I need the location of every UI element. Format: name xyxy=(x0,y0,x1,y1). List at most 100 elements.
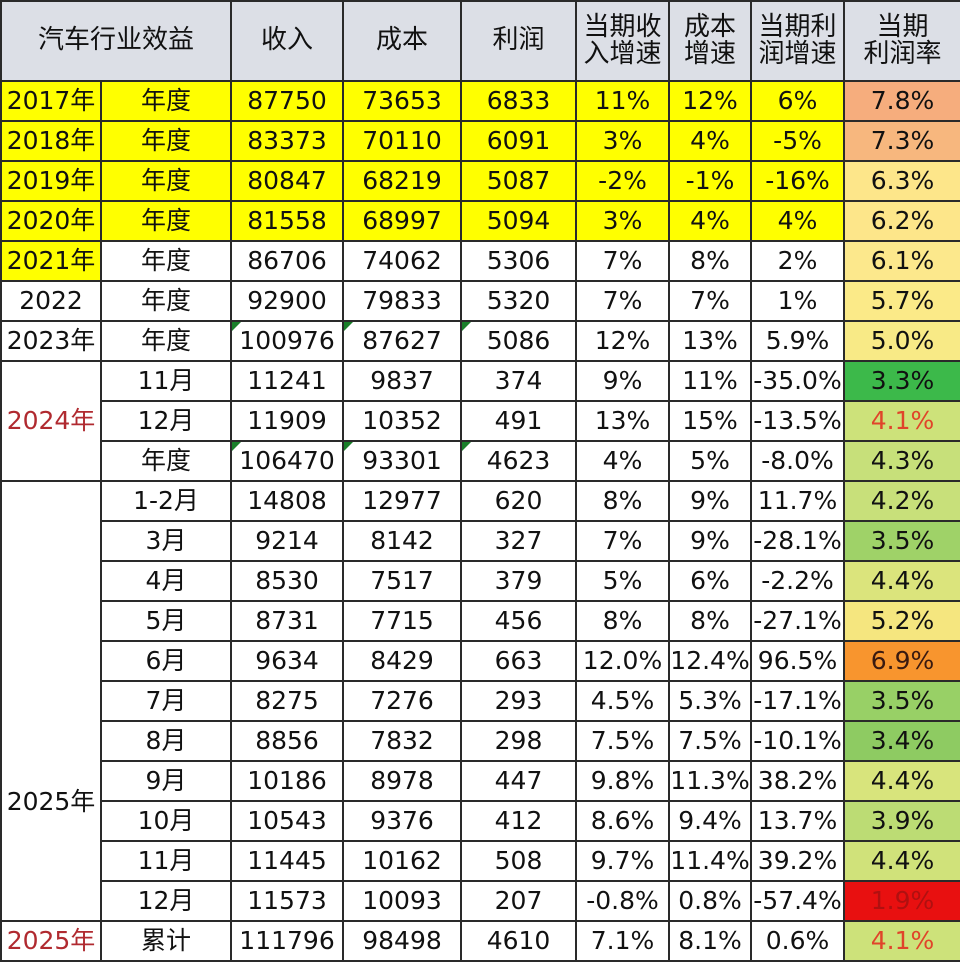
profit-growth-cell: 1% xyxy=(750,280,846,322)
profit-cell: 412 xyxy=(460,800,578,842)
header-line: 当期 xyxy=(876,11,929,42)
revenue-cell: 87750 xyxy=(230,80,345,122)
profit-growth-cell: -8.0% xyxy=(750,440,846,482)
profit-growth-cell: 5.9% xyxy=(750,320,846,362)
rev-growth-cell: 8% xyxy=(575,600,671,642)
cost-cell: 10162 xyxy=(342,840,463,882)
profit-margin-cell: 3.5% xyxy=(843,680,960,722)
year-cell: 2023年 xyxy=(0,320,102,362)
profit-cell: 491 xyxy=(460,400,578,442)
profit-growth-cell: 39.2% xyxy=(750,840,846,882)
cost-growth-cell: 7% xyxy=(668,280,753,322)
cost-cell: 7832 xyxy=(342,720,463,762)
profit-cell: 5306 xyxy=(460,240,578,282)
table-row: 10月 10543 9376 412 8.6% 9.4% 13.7% 3.9% xyxy=(1,800,960,842)
table-row: 2018年 年度 83373 70110 6091 3% 4% -5% 7.3% xyxy=(0,120,960,162)
profit-cell: 447 xyxy=(460,760,578,802)
period-cell: 7月 xyxy=(99,680,233,722)
cost-growth-cell: 8% xyxy=(668,240,753,282)
table-row: 2023年 年度 100976 87627 5086 12% 13% 5.9% 5.0% xyxy=(0,320,960,362)
profit-growth-cell: -57.4% xyxy=(750,880,846,922)
rev-growth-cell: 9% xyxy=(575,360,671,402)
profit-cell: 379 xyxy=(460,560,578,602)
profit-margin-cell: 3.9% xyxy=(843,800,960,842)
profit-cell: 456 xyxy=(460,600,578,642)
profit-growth-cell: 0.6% xyxy=(750,920,846,962)
profit-margin-cell: 4.4% xyxy=(843,840,960,882)
profit-growth-cell: 6% xyxy=(750,80,846,122)
table-row: 12月 11909 10352 491 13% 15% -13.5% 4.1% xyxy=(1,400,960,442)
profit-growth-cell: -16% xyxy=(750,160,846,202)
header-revenue-growth: 当期收 入增速 xyxy=(575,0,671,82)
cost-growth-cell: 9% xyxy=(668,480,753,522)
header-line: 成本 xyxy=(684,11,737,42)
revenue-cell: 11445 xyxy=(230,840,345,882)
profit-margin-cell: 1.9% xyxy=(843,880,960,922)
cost-growth-cell: 12.4% xyxy=(668,640,753,682)
header-line: 当期收 xyxy=(583,11,662,42)
table-title: 汽车行业效益 xyxy=(0,0,233,82)
profit-cell: 5087 xyxy=(460,160,578,202)
profit-growth-cell: 13.7% xyxy=(750,800,846,842)
revenue-cell: 11909 xyxy=(230,400,345,442)
cost-cell: 9376 xyxy=(342,800,463,842)
rev-growth-cell: 8.6% xyxy=(575,800,671,842)
group-label-2025-total: 2025年 xyxy=(0,920,102,962)
revenue-cell: 106470 xyxy=(230,440,345,482)
period-cell: 8月 xyxy=(99,720,233,762)
rev-growth-cell: 12% xyxy=(575,320,671,362)
profit-growth-cell: -10.1% xyxy=(750,720,846,762)
profit-margin-cell: 6.9% xyxy=(843,640,960,682)
revenue-cell: 86706 xyxy=(230,240,345,282)
cost-growth-cell: 7.5% xyxy=(668,720,753,762)
profit-cell: 6091 xyxy=(460,120,578,162)
profit-margin-cell: 5.0% xyxy=(843,320,960,362)
cost-cell: 8978 xyxy=(342,760,463,802)
profit-growth-cell: 11.7% xyxy=(750,480,846,522)
period-cell: 3月 xyxy=(99,520,233,562)
profit-cell: 298 xyxy=(460,720,578,762)
profit-growth-cell: -2.2% xyxy=(750,560,846,602)
cost-growth-cell: 13% xyxy=(668,320,753,362)
cost-cell: 79833 xyxy=(342,280,463,322)
period-cell: 累计 xyxy=(99,920,233,962)
cost-cell: 70110 xyxy=(342,120,463,162)
header-line: 当期利 xyxy=(758,11,837,42)
table-row: 5月 8731 7715 456 8% 8% -27.1% 5.2% xyxy=(1,600,960,642)
header-line: 利润率 xyxy=(863,39,942,69)
revenue-cell: 111796 xyxy=(230,920,345,962)
cost-cell: 10352 xyxy=(342,400,463,442)
profit-cell: 620 xyxy=(460,480,578,522)
cost-cell: 93301 xyxy=(342,440,463,482)
cost-growth-cell: 8% xyxy=(668,600,753,642)
profit-margin-cell: 5.7% xyxy=(843,280,960,322)
rev-growth-cell: 7.5% xyxy=(575,720,671,762)
period-cell: 9月 xyxy=(99,760,233,802)
rev-growth-cell: 12.0% xyxy=(575,640,671,682)
profit-margin-cell: 6.3% xyxy=(843,160,960,202)
cost-growth-cell: 8.1% xyxy=(668,920,753,962)
period-cell: 年度 xyxy=(99,200,233,242)
table-row: 9月 10186 8978 447 9.8% 11.3% 38.2% 4.4% xyxy=(1,760,960,802)
year-cell: 2022 xyxy=(0,280,102,322)
revenue-cell: 81558 xyxy=(230,200,345,242)
period-cell: 12月 xyxy=(99,400,233,442)
revenue-cell: 9634 xyxy=(230,640,345,682)
profit-growth-cell: -35.0% xyxy=(750,360,846,402)
cost-growth-cell: 0.8% xyxy=(668,880,753,922)
rev-growth-cell: 7% xyxy=(575,280,671,322)
profit-growth-cell: -27.1% xyxy=(750,600,846,642)
cost-growth-cell: 6% xyxy=(668,560,753,602)
profit-margin-cell: 5.2% xyxy=(843,600,960,642)
profit-margin-cell: 4.4% xyxy=(843,760,960,802)
cost-cell: 9837 xyxy=(342,360,463,402)
revenue-cell: 83373 xyxy=(230,120,345,162)
revenue-cell: 8530 xyxy=(230,560,345,602)
cost-growth-cell: 15% xyxy=(668,400,753,442)
profit-margin-cell: 3.4% xyxy=(843,720,960,762)
cost-cell: 12977 xyxy=(342,480,463,522)
header-line: 增速 xyxy=(684,39,737,69)
revenue-cell: 80847 xyxy=(230,160,345,202)
profit-growth-cell: 2% xyxy=(750,240,846,282)
